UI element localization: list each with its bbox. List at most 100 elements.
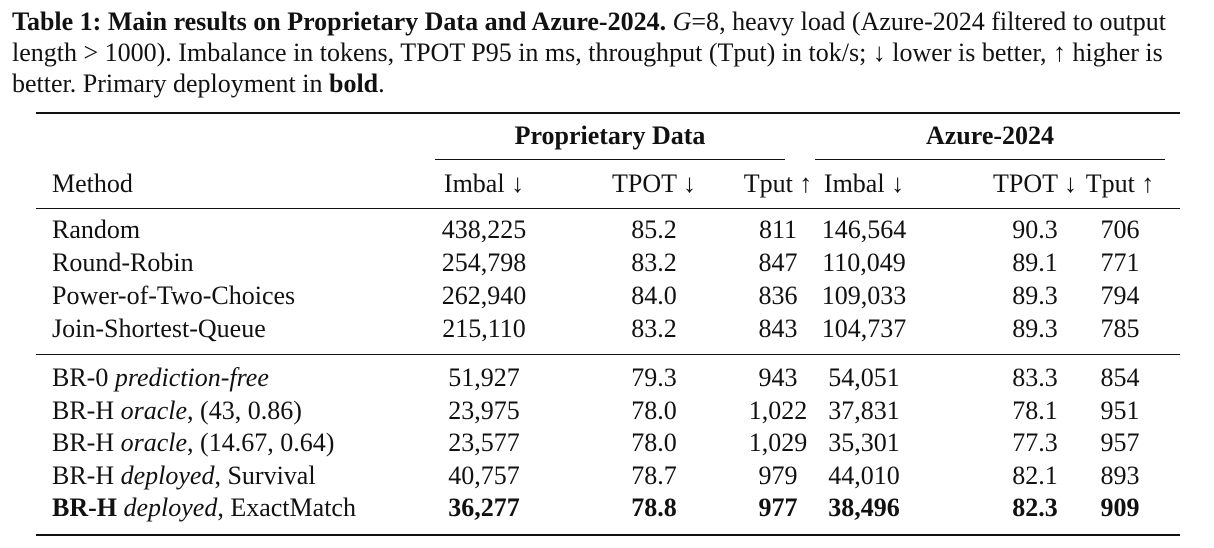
table-cell: 951: [1100, 395, 1140, 425]
table-cell: 78.1: [1012, 395, 1058, 425]
table-cell: 38,496: [828, 493, 900, 522]
method-variant: oracle: [120, 395, 188, 425]
method-base: BR-H: [52, 493, 117, 522]
table-cell: 90.3: [1012, 215, 1058, 244]
table-cell: 37,831: [828, 395, 900, 425]
method-base: BR-H: [52, 428, 115, 457]
method-base: Random: [52, 215, 141, 244]
method-name: BR-H deployed, ExactMatch: [52, 492, 356, 524]
method-name: Join-Shortest-Queue: [52, 313, 266, 345]
column-header: TPOT ↓: [992, 169, 1078, 198]
column-header: Tput ↑: [743, 169, 813, 198]
method-base: BR-0: [52, 363, 109, 392]
caption-bold-word: bold: [329, 69, 379, 98]
group-underline-proprietary: [435, 159, 785, 160]
table-cell: 82.1: [1012, 460, 1058, 490]
table-cell: 54,051: [828, 363, 900, 392]
caption-label: Table 1:: [12, 7, 102, 36]
method-suffix: , ExactMatch: [217, 493, 356, 522]
method-name: Round-Robin: [52, 247, 194, 279]
method-base: Round-Robin: [52, 248, 194, 277]
table-cell: 146,564: [821, 215, 907, 244]
table-cell: 78.0: [631, 428, 677, 457]
method-suffix: , (14.67, 0.64): [187, 428, 335, 457]
method-base: BR-H: [52, 395, 115, 425]
method-variant: deployed: [123, 493, 218, 522]
group-header-azure: Azure-2024: [925, 121, 1055, 150]
column-header: Imbal ↓: [443, 169, 525, 198]
table-cell: 909: [1100, 493, 1140, 522]
method-base: Power-of-Two-Choices: [52, 281, 296, 310]
group-header-proprietary: Proprietary Data: [514, 121, 706, 150]
table-cell: 1,022: [748, 395, 808, 425]
method-base: Join-Shortest-Queue: [52, 314, 266, 343]
table-cell: 84.0: [631, 281, 677, 310]
table-cell: 89.3: [1012, 314, 1058, 343]
mid-rule: [36, 354, 1180, 355]
method-variant: prediction-free: [114, 363, 269, 392]
table-cell: 78.0: [631, 395, 677, 425]
table-cell: 771: [1100, 248, 1140, 277]
table-cell: 943: [758, 363, 798, 392]
table-cell: 785: [1100, 314, 1140, 343]
table-cell: 89.3: [1012, 281, 1058, 310]
table-cell: 977: [758, 493, 798, 522]
table-cell: 794: [1100, 281, 1140, 310]
method-name: BR-H oracle, (14.67, 0.64): [52, 427, 334, 459]
method-name: BR-H deployed, Survival: [52, 460, 316, 492]
table-caption: Table 1: Main results on Proprietary Dat…: [12, 6, 1204, 99]
results-table: Proprietary Data Azure-2024 Method Imbal…: [36, 112, 1180, 538]
method-suffix: , (43, 0.86): [187, 395, 302, 425]
method-base: BR-H: [52, 460, 115, 490]
table-cell: 1,029: [748, 428, 808, 457]
table-cell: 811: [758, 215, 798, 244]
caption-end: .: [378, 69, 385, 98]
table-cell: 36,277: [448, 493, 520, 522]
table-cell: 262,940: [441, 281, 527, 310]
bottom-rule: [36, 534, 1180, 536]
table-cell: 89.1: [1012, 248, 1058, 277]
caption-variable: G: [672, 7, 692, 36]
table-cell: 83.3: [1012, 363, 1058, 392]
table-cell: 79.3: [631, 363, 677, 392]
table-cell: 77.3: [1012, 428, 1058, 457]
method-variant: oracle: [120, 428, 188, 457]
method-variant: deployed: [120, 460, 215, 490]
table-cell: 254,798: [441, 248, 527, 277]
table-cell: 438,225: [441, 215, 527, 244]
column-header: Imbal ↓: [823, 169, 905, 198]
table-cell: 854: [1100, 363, 1140, 392]
method-suffix: , Survival: [214, 460, 316, 490]
table-cell: 110,049: [822, 248, 906, 277]
table-cell: 23,577: [448, 428, 520, 457]
table-cell: 82.3: [1012, 493, 1058, 522]
table-cell: 104,737: [821, 314, 907, 343]
table-cell: 35,301: [828, 428, 900, 457]
table-cell: 40,757: [448, 460, 520, 490]
caption-body: , heavy load (Azure-2024 filtered to out…: [12, 7, 1166, 98]
group-underline-azure: [815, 159, 1165, 160]
table-cell: 78.8: [631, 493, 677, 522]
table-cell: 44,010: [828, 460, 900, 490]
column-header: TPOT ↓: [611, 169, 697, 198]
caption-title: Main results on Proprietary Data and Azu…: [107, 7, 667, 36]
table-cell: 78.7: [631, 460, 677, 490]
method-name: Power-of-Two-Choices: [52, 280, 295, 312]
method-name: BR-0 prediction-free: [52, 362, 269, 394]
table-cell: 83.2: [631, 314, 677, 343]
top-rule: [36, 112, 1180, 114]
table-cell: 109,033: [821, 281, 907, 310]
header-rule: [36, 208, 1180, 209]
table-cell: 979: [758, 460, 798, 490]
column-header: Tput ↑: [1085, 169, 1155, 198]
table-cell: 836: [758, 281, 798, 310]
method-column-header: Method: [52, 169, 133, 198]
table-cell: 847: [758, 248, 798, 277]
method-name: BR-H oracle, (43, 0.86): [52, 395, 302, 427]
table-cell: 23,975: [448, 395, 520, 425]
table-cell: 83.2: [631, 248, 677, 277]
table-cell: 706: [1100, 215, 1140, 244]
table-cell: 85.2: [631, 215, 677, 244]
table-cell: 893: [1100, 460, 1140, 490]
table-cell: 51,927: [448, 363, 520, 392]
